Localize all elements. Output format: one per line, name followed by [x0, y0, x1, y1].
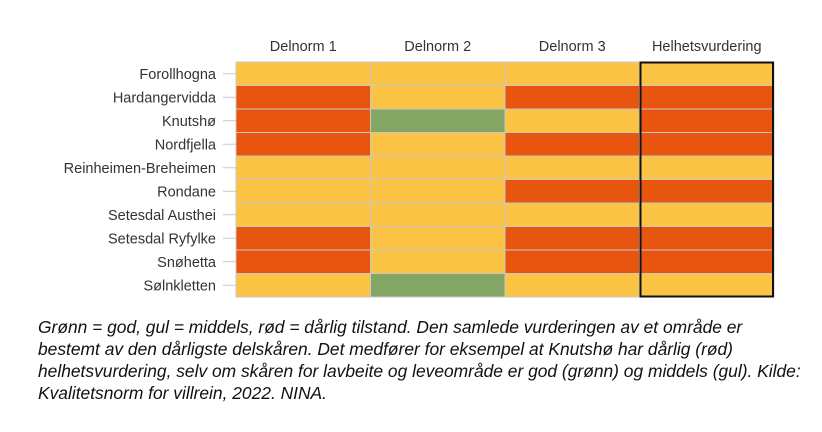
row-label: Nordfjella	[155, 137, 217, 153]
heatmap-cell	[370, 226, 506, 251]
heatmap-cell	[235, 132, 371, 157]
row-label: Setesdal Ryfylke	[108, 231, 216, 247]
row-label: Snøhetta	[157, 255, 217, 271]
heatmap-cell	[504, 202, 640, 227]
heatmap-cell	[639, 249, 775, 274]
heatmap-cell	[235, 249, 371, 274]
column-header: Delnorm 3	[539, 39, 606, 55]
heatmap-cell	[504, 108, 640, 133]
heatmap-cell	[235, 155, 371, 180]
heatmap-cell	[370, 155, 506, 180]
heatmap-cell	[504, 249, 640, 274]
heatmap-cell	[235, 226, 371, 251]
heatmap-cell	[370, 179, 506, 204]
heatmap-cell	[504, 132, 640, 157]
heatmap-cell	[370, 108, 506, 133]
heatmap-cell	[504, 226, 640, 251]
heatmap-cell	[504, 61, 640, 86]
heatmap-cell	[504, 85, 640, 110]
row-label: Hardangervidda	[113, 90, 217, 106]
heatmap-cell	[639, 85, 775, 110]
heatmap-cell	[370, 61, 506, 86]
heatmap-cell	[504, 179, 640, 204]
heatmap-cell	[235, 61, 371, 86]
row-label: Setesdal Austhei	[108, 208, 216, 224]
heatmap-cell	[235, 85, 371, 110]
heatmap-cell	[639, 132, 775, 157]
column-header: Delnorm 1	[270, 39, 337, 55]
heatmap-cell	[639, 155, 775, 180]
heatmap-cell	[235, 108, 371, 133]
heatmap-cell	[370, 202, 506, 227]
heatmap-cell	[504, 155, 640, 180]
heatmap-cell	[235, 179, 371, 204]
heatmap-cell	[639, 202, 775, 227]
heatmap-cell	[639, 226, 775, 251]
heatmap-cell	[370, 273, 506, 298]
heatmap-cell	[504, 273, 640, 298]
heatmap-cell	[370, 249, 506, 274]
heatmap-cell	[235, 273, 371, 298]
heatmap-cell	[370, 132, 506, 157]
heatmap-cell	[639, 273, 775, 298]
heatmap-chart: Delnorm 1 Delnorm 2 Delnorm 3 Helhetsvurder…	[64, 39, 775, 298]
column-header: Helhetsvurdering	[652, 39, 762, 55]
row-label: Forollhogna	[139, 67, 217, 83]
row-label: Reinheimen-Breheimen	[64, 161, 216, 177]
heatmap-cell	[639, 61, 775, 86]
heatmap-cell	[639, 179, 775, 204]
heatmap-cell	[639, 108, 775, 133]
highlight-column-border	[639, 61, 774, 298]
row-label: Sølnkletten	[143, 278, 216, 294]
row-label: Rondane	[157, 184, 216, 200]
heatmap-cell	[235, 202, 371, 227]
heatmap-cell	[370, 85, 506, 110]
row-label: Knutshø	[162, 114, 216, 130]
column-header: Delnorm 2	[404, 39, 471, 55]
figure-caption: Grønn = god, gul = middels, rød = dårlig…	[38, 317, 801, 403]
